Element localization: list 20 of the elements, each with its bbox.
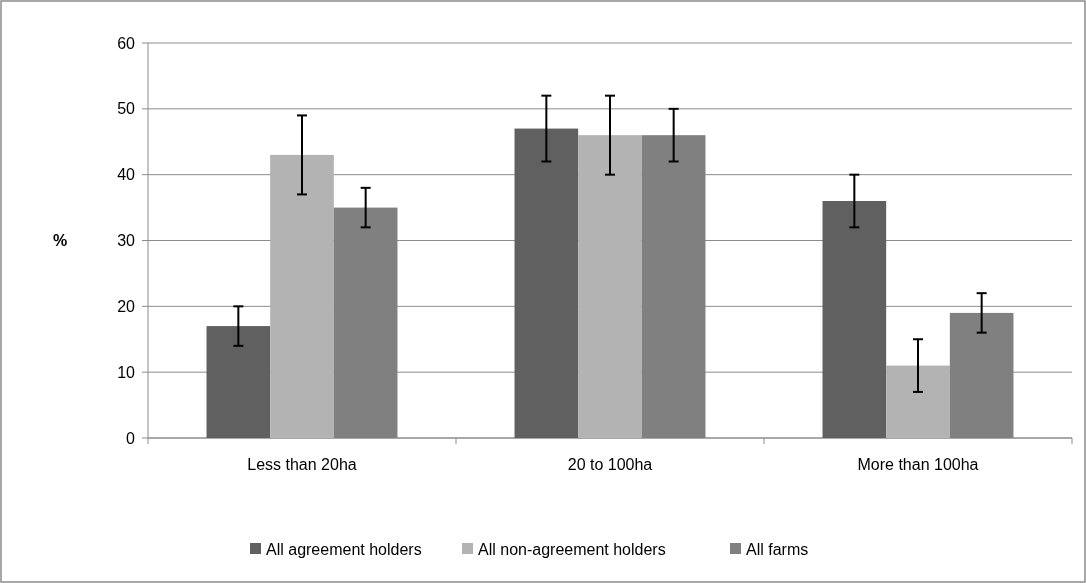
x-tick-label: More than 100ha	[857, 456, 979, 473]
y-tick-label: 20	[117, 297, 136, 315]
legend-label: All non-agreement holders	[478, 540, 666, 558]
y-tick-label: 40	[117, 166, 136, 184]
y-tick-label: 30	[117, 232, 136, 250]
y-tick-label: 0	[126, 429, 136, 447]
bar	[270, 154, 334, 438]
y-tick-label: 50	[117, 100, 136, 118]
y-tick-label: 10	[117, 363, 136, 381]
y-tick-label: 60	[117, 34, 136, 52]
legend-label: All agreement holders	[266, 540, 422, 558]
legend-label: All farms	[746, 540, 809, 558]
bar	[578, 135, 642, 438]
bar	[822, 201, 887, 438]
x-tick-label: Less than 20ha	[247, 456, 357, 473]
bar	[886, 365, 950, 438]
y-axis-title: %	[52, 232, 68, 250]
bar	[206, 326, 271, 438]
bar	[514, 128, 579, 438]
x-tick-label: 20 to 100ha	[567, 456, 653, 473]
